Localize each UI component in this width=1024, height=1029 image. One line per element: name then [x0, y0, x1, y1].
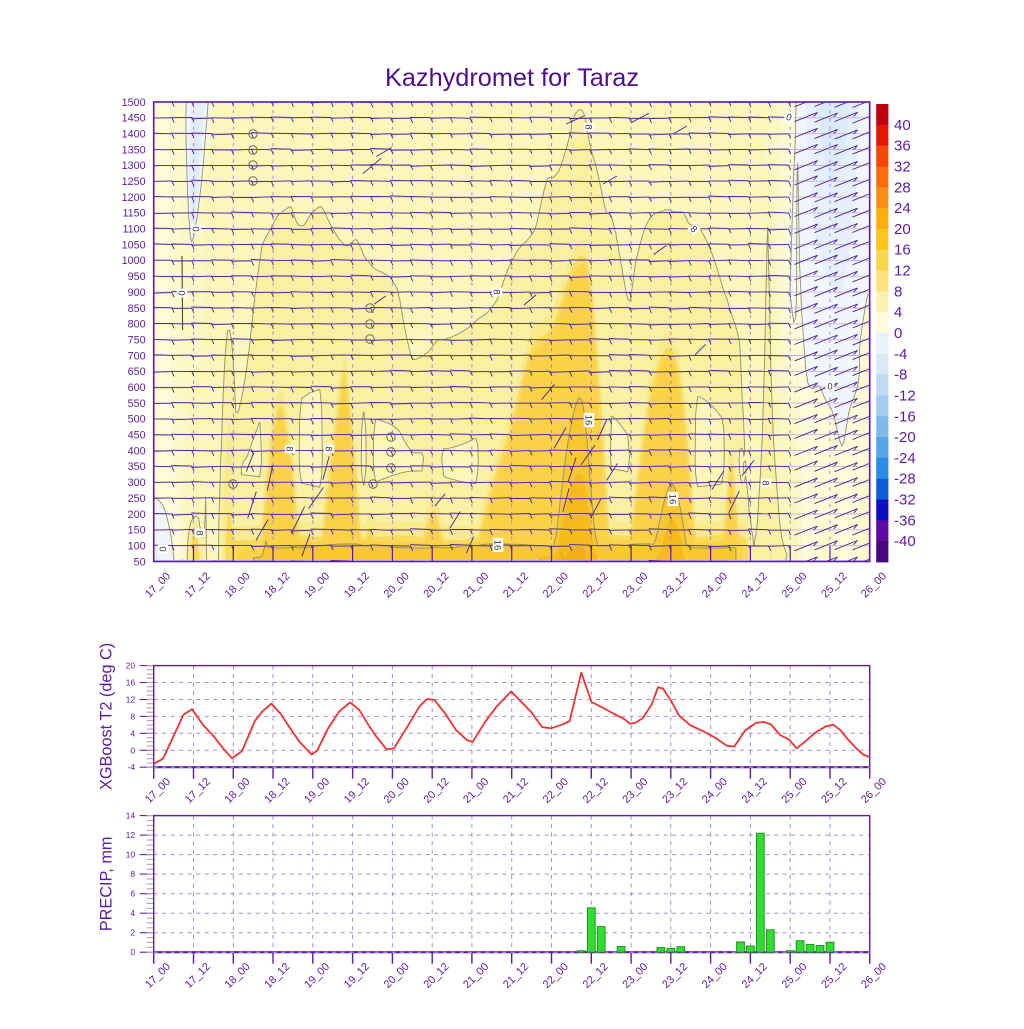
svg-text:16: 16 [492, 540, 503, 551]
svg-text:-40: -40 [894, 533, 916, 550]
svg-text:-32: -32 [894, 492, 916, 509]
svg-text:6: 6 [130, 889, 135, 899]
svg-text:1250: 1250 [122, 176, 146, 188]
svg-text:450: 450 [128, 430, 146, 442]
svg-text:250: 250 [128, 493, 146, 505]
svg-text:100: 100 [128, 541, 146, 553]
svg-text:700: 700 [128, 350, 146, 362]
svg-text:4: 4 [894, 304, 902, 321]
svg-text:800: 800 [128, 319, 146, 331]
svg-text:0: 0 [827, 381, 832, 392]
svg-text:1350: 1350 [122, 144, 146, 156]
svg-text:0: 0 [894, 325, 902, 342]
svg-text:1450: 1450 [122, 113, 146, 125]
svg-text:-36: -36 [894, 512, 916, 529]
svg-text:1500: 1500 [122, 97, 146, 109]
svg-text:-4: -4 [894, 346, 907, 363]
svg-text:850: 850 [128, 303, 146, 315]
svg-text:300: 300 [128, 477, 146, 489]
svg-text:12: 12 [894, 263, 911, 280]
svg-text:0: 0 [190, 226, 201, 231]
svg-text:-16: -16 [894, 408, 916, 425]
svg-text:40: 40 [894, 117, 911, 134]
svg-text:-12: -12 [894, 388, 916, 405]
svg-text:-8: -8 [894, 367, 907, 384]
svg-text:50: 50 [134, 556, 146, 568]
svg-text:-24: -24 [894, 450, 916, 467]
svg-text:0: 0 [130, 947, 135, 957]
svg-text:PRECIP, mm: PRECIP, mm [98, 837, 116, 932]
svg-text:-4: -4 [128, 762, 136, 772]
svg-text:8: 8 [130, 711, 135, 721]
svg-text:8: 8 [130, 869, 135, 879]
svg-text:-20: -20 [894, 429, 916, 446]
svg-text:350: 350 [128, 461, 146, 473]
svg-text:600: 600 [128, 382, 146, 394]
svg-text:16: 16 [583, 415, 594, 426]
svg-text:550: 550 [128, 398, 146, 410]
svg-text:14: 14 [126, 811, 136, 821]
svg-text:20: 20 [126, 661, 136, 671]
svg-text:8: 8 [323, 446, 334, 451]
svg-text:8: 8 [284, 446, 295, 451]
svg-text:0: 0 [176, 290, 187, 295]
svg-text:4: 4 [130, 908, 135, 918]
svg-text:16: 16 [126, 678, 136, 688]
svg-text:Kazhydromet for Taraz: Kazhydromet for Taraz [385, 64, 639, 92]
svg-text:1200: 1200 [122, 192, 146, 204]
svg-text:XGBoost T2 (deg C): XGBoost T2 (deg C) [98, 643, 116, 790]
svg-text:8: 8 [760, 480, 771, 485]
svg-text:950: 950 [128, 271, 146, 283]
svg-text:10: 10 [126, 850, 136, 860]
svg-text:2: 2 [130, 928, 135, 938]
svg-text:750: 750 [128, 335, 146, 347]
svg-text:1400: 1400 [122, 129, 146, 141]
svg-text:16: 16 [667, 494, 678, 505]
svg-text:1150: 1150 [122, 208, 145, 220]
svg-text:28: 28 [894, 179, 911, 196]
svg-text:1050: 1050 [122, 239, 146, 251]
svg-text:400: 400 [128, 445, 146, 457]
svg-text:24: 24 [894, 200, 911, 217]
svg-text:0: 0 [157, 546, 168, 551]
svg-text:36: 36 [894, 138, 911, 155]
svg-text:650: 650 [128, 366, 146, 378]
svg-text:1100: 1100 [122, 224, 145, 236]
svg-text:20: 20 [894, 221, 911, 238]
svg-text:8: 8 [894, 283, 902, 300]
svg-text:12: 12 [126, 830, 136, 840]
svg-text:32: 32 [894, 159, 911, 176]
svg-text:8: 8 [583, 124, 594, 129]
svg-text:1300: 1300 [122, 160, 146, 172]
svg-text:1000: 1000 [122, 255, 146, 267]
svg-text:200: 200 [128, 509, 146, 521]
svg-text:12: 12 [126, 695, 136, 705]
svg-text:8: 8 [491, 289, 502, 294]
svg-text:4: 4 [130, 728, 135, 738]
svg-text:-28: -28 [894, 471, 916, 488]
svg-text:16: 16 [894, 242, 911, 259]
svg-text:150: 150 [128, 525, 146, 537]
svg-text:8: 8 [194, 530, 205, 535]
svg-text:900: 900 [128, 287, 146, 299]
svg-text:500: 500 [128, 414, 146, 426]
svg-text:0: 0 [130, 745, 135, 755]
